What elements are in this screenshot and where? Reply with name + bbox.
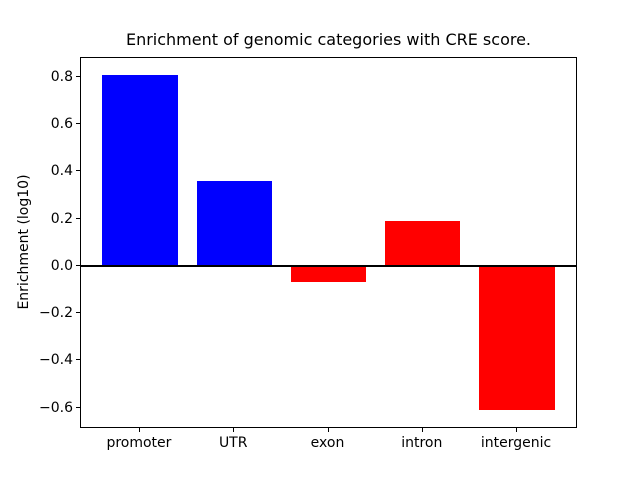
y-tick-label: −0.6 bbox=[39, 399, 73, 416]
x-tick-mark bbox=[233, 428, 235, 432]
y-tick-mark bbox=[76, 170, 80, 172]
y-tick-label: −0.2 bbox=[39, 305, 73, 322]
x-tick-label-intron: intron bbox=[401, 435, 443, 451]
bar-UTR bbox=[196, 180, 272, 266]
x-tick-label-UTR: UTR bbox=[218, 435, 248, 451]
y-tick-label: 0.6 bbox=[50, 116, 73, 133]
y-tick-mark bbox=[76, 264, 80, 266]
x-tick-mark bbox=[327, 428, 329, 432]
zero-line bbox=[81, 264, 576, 267]
y-axis-label: Enrichment (log10) bbox=[16, 174, 32, 310]
plot-area bbox=[80, 57, 577, 428]
y-tick-label: 0.0 bbox=[50, 257, 73, 274]
y-tick-mark bbox=[76, 359, 80, 361]
bar-promoter bbox=[102, 74, 178, 266]
bar-intergenic bbox=[479, 265, 555, 410]
y-tick-label: 0.2 bbox=[50, 210, 73, 227]
y-tick-mark bbox=[76, 406, 80, 408]
x-tick-mark bbox=[138, 428, 140, 432]
y-tick-mark bbox=[76, 123, 80, 125]
bar-exon bbox=[290, 265, 367, 283]
x-tick-label-promoter: promoter bbox=[106, 435, 172, 451]
x-tick-label-intergenic: intergenic bbox=[480, 435, 552, 451]
y-tick-label: −0.4 bbox=[39, 352, 73, 369]
x-tick-mark bbox=[421, 428, 423, 432]
y-tick-mark bbox=[76, 75, 80, 77]
bar-intron bbox=[385, 221, 461, 266]
y-tick-label: 0.4 bbox=[50, 163, 73, 180]
x-tick-mark bbox=[516, 428, 518, 432]
y-tick-mark bbox=[76, 312, 80, 314]
chart-title: Enrichment of genomic categories with CR… bbox=[125, 30, 532, 49]
x-tick-label-exon: exon bbox=[310, 435, 345, 451]
y-tick-mark bbox=[76, 217, 80, 219]
y-tick-label: 0.8 bbox=[50, 68, 73, 85]
